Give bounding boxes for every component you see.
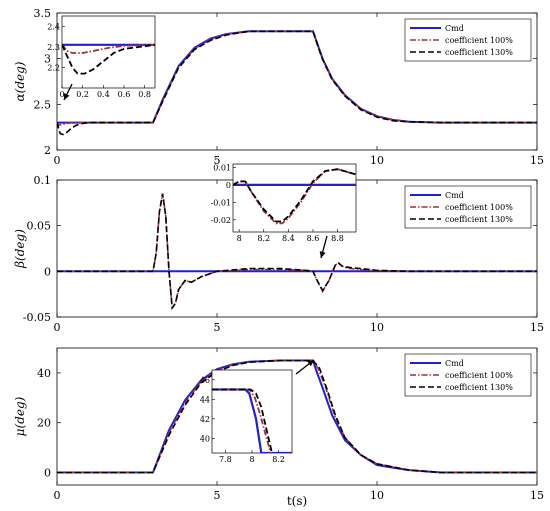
- arrow-head: [307, 360, 314, 367]
- panel-2: 0 5 10 15-0.0500.050.1β(deg)Cmdcoefficient …: [13, 163, 544, 334]
- inset-y-tick-label: 2.2: [47, 63, 60, 72]
- series-line-coefficient-130-: [57, 193, 537, 311]
- legend: Cmd coefficient 100% coefficient 130%: [404, 353, 532, 397]
- legend-label: coefficient 100%: [445, 203, 513, 212]
- arrow-head: [319, 251, 326, 258]
- inset-plot: 7.8 8 8.2 40 42 44 46: [200, 369, 293, 464]
- inset-series-line: [233, 168, 356, 223]
- inset-x-tick-label: 7.8: [219, 455, 232, 464]
- x-tick-label: 0: [54, 321, 61, 334]
- y-axis-label: β(deg): [13, 229, 27, 269]
- x-tick-label: 10: [370, 321, 384, 334]
- x-axis-label: t(s): [287, 494, 307, 508]
- x-tick-label: 15: [530, 321, 544, 334]
- x-tick-label: 10: [370, 489, 384, 502]
- y-tick-label: 3: [44, 53, 51, 66]
- inset-y-tick-label: -0.02: [210, 216, 231, 225]
- legend: Cmd coefficient 100% coefficient 130%: [404, 18, 532, 62]
- inset-area: [232, 163, 357, 233]
- panel-1: 0 5 10 15 2 2.5 3 3.5 α(deg) Cmd coefficient 100% c…: [13, 7, 544, 167]
- inset-x-tick-label: 8: [237, 234, 242, 243]
- series-line-coefficient-130-: [57, 30, 537, 136]
- inset-y-tick-label: 40: [200, 434, 210, 443]
- y-tick-label: 0: [44, 467, 51, 480]
- inset-area: [211, 369, 293, 454]
- inset-x-tick-label: 0.8: [138, 90, 151, 99]
- legend-label: Cmd: [445, 359, 464, 368]
- inset-y-tick-label: 44: [200, 395, 210, 404]
- inset-y-tick-label: 2.4: [47, 22, 60, 31]
- inset-y-tick-label: 0: [226, 181, 231, 190]
- legend-label: Cmd: [445, 191, 464, 200]
- y-axis-label: μ(deg): [13, 396, 27, 436]
- x-tick-label: 15: [530, 489, 544, 502]
- legend-label: Cmd: [445, 24, 464, 33]
- x-tick-label: 0: [54, 489, 61, 502]
- inset-y-tick-label: -0.01: [210, 198, 231, 207]
- inset-series-line: [62, 43, 155, 54]
- inset-plot: 8 8.2 8.4 8.6 8.8 0.01 0 -0.01 -0.02: [210, 163, 357, 243]
- y-tick-label: -0.05: [23, 311, 51, 324]
- y-tick-label: 20: [37, 417, 51, 430]
- legend-label: coefficient 100%: [445, 36, 513, 45]
- legend: Cmd coefficient 100% coefficient 130%: [404, 185, 532, 229]
- legend-label: coefficient 130%: [445, 48, 513, 57]
- zoom-arrow-icon: [295, 359, 315, 375]
- y-tick-label: 0.1: [34, 174, 52, 187]
- legend-label: coefficient 100%: [445, 371, 513, 380]
- inset-plot: 0 0.2 0.4 0.6 0.8 2.2 2.3 2.4: [47, 15, 156, 99]
- inset-x-tick-label: 8.8: [331, 234, 344, 243]
- y-tick-label: 2.5: [34, 98, 52, 111]
- x-tick-label: 15: [530, 154, 544, 167]
- inset-x-tick-label: 8.2: [257, 234, 270, 243]
- inset-x-tick-label: 8.4: [282, 234, 295, 243]
- zoom-arrow-icon: [63, 83, 73, 101]
- y-axis-label: α(deg): [13, 61, 27, 101]
- x-tick-label: 10: [370, 154, 384, 167]
- inset-x-tick-label: 8: [249, 455, 254, 464]
- inset-x-tick-label: 0.6: [118, 90, 131, 99]
- inset-series-line: [212, 388, 273, 453]
- y-tick-label: 40: [37, 367, 51, 380]
- legend-label: coefficient 130%: [445, 215, 513, 224]
- y-tick-label: 3.5: [34, 7, 52, 20]
- inset-x-tick-label: 0.2: [76, 90, 89, 99]
- panel-3: 0 5 10 15 0 20 40 μ(deg) t(s) Cmd coefficient 100%…: [13, 347, 544, 508]
- y-tick-label: 0.05: [27, 220, 52, 233]
- inset-y-tick-label: 2.3: [47, 43, 60, 52]
- x-tick-label: 5: [214, 489, 221, 502]
- x-tick-label: 5: [214, 321, 221, 334]
- legend-label: coefficient 130%: [445, 383, 513, 392]
- inset-x-tick-label: 0.4: [97, 90, 110, 99]
- inset-series-line: [62, 43, 155, 75]
- arrow-head: [64, 93, 70, 100]
- inset-x-tick-label: 0: [59, 90, 64, 99]
- inset-y-tick-label: 46: [200, 376, 210, 385]
- inset-x-tick-label: 8.6: [307, 234, 320, 243]
- inset-x-tick-label: 8.2: [272, 455, 285, 464]
- inset-y-tick-label: 42: [200, 415, 210, 424]
- x-tick-label: 0: [54, 154, 61, 167]
- y-tick-label: 0: [44, 265, 51, 278]
- inset-y-tick-label: 0.01: [213, 163, 231, 172]
- zoom-arrow-icon: [319, 235, 328, 259]
- inset-area: [61, 15, 156, 89]
- y-tick-label: 2: [44, 144, 51, 157]
- x-tick-label: 5: [214, 154, 221, 167]
